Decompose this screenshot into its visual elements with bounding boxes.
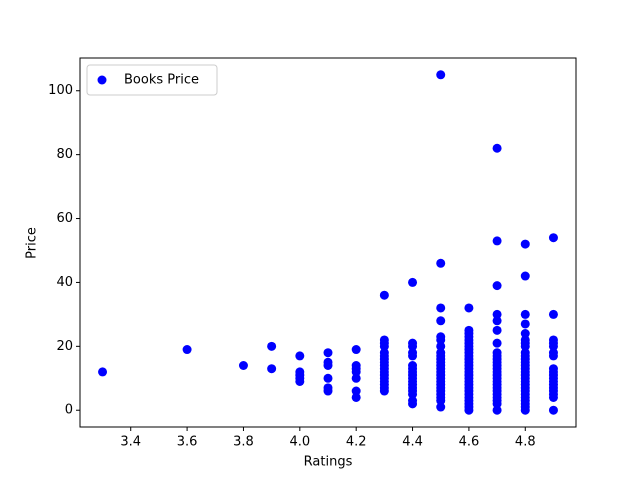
point: [295, 376, 305, 386]
point: [379, 386, 389, 396]
point: [464, 303, 474, 313]
y-tick-label: 40: [56, 275, 73, 290]
point: [520, 271, 530, 281]
point: [436, 303, 446, 313]
point: [492, 309, 502, 319]
point: [436, 402, 446, 412]
point: [295, 351, 305, 361]
x-tick-label: 3.8: [233, 435, 254, 450]
point: [548, 392, 558, 402]
point: [492, 281, 502, 291]
x-tick-label: 4.6: [459, 435, 480, 450]
point: [492, 236, 502, 246]
point: [492, 405, 502, 415]
x-axis-label: Ratings: [304, 455, 353, 470]
y-tick-label: 100: [48, 83, 73, 98]
point: [520, 309, 530, 319]
point: [408, 341, 418, 351]
point: [520, 329, 530, 339]
point: [323, 361, 333, 370]
point: [548, 341, 558, 351]
point: [436, 335, 446, 345]
point: [323, 373, 333, 383]
y-axis-label: Price: [25, 227, 40, 259]
point: [436, 396, 446, 406]
point: [351, 373, 361, 383]
point: [492, 399, 502, 409]
point: [238, 361, 248, 370]
y-tick-label: 0: [65, 403, 73, 418]
point: [323, 386, 333, 396]
y-tick-label: 80: [56, 147, 73, 162]
point: [520, 405, 530, 415]
x-tick-label: 3.6: [177, 435, 198, 450]
legend-box: [86, 64, 218, 96]
y-tick-label: 60: [56, 211, 73, 226]
point: [408, 389, 418, 399]
point: [492, 325, 502, 335]
point: [408, 277, 418, 287]
x-tick-label: 4.4: [402, 435, 423, 450]
point: [520, 239, 530, 249]
point: [267, 364, 277, 374]
point: [548, 405, 558, 415]
point: [98, 367, 108, 377]
point: [520, 319, 530, 329]
point: [267, 341, 277, 351]
x-tick-label: 3.4: [120, 435, 141, 450]
point: [436, 341, 446, 351]
plot-frame: [79, 57, 577, 428]
point: [436, 316, 446, 326]
point: [351, 345, 361, 355]
point: [436, 258, 446, 268]
point: [492, 143, 502, 153]
point: [520, 341, 530, 351]
x-tick-label: 4.2: [346, 435, 367, 450]
point: [492, 316, 502, 326]
legend-label: Books Price: [124, 73, 199, 88]
point: [351, 386, 361, 396]
point: [408, 351, 418, 361]
point: [379, 341, 389, 351]
point: [548, 351, 558, 361]
point: [323, 348, 333, 358]
point: [464, 405, 474, 415]
legend-marker: [97, 75, 107, 85]
y-tick-label: 20: [56, 339, 73, 354]
x-tick-label: 4.8: [515, 435, 536, 450]
point: [351, 367, 361, 377]
point: [548, 309, 558, 319]
point: [492, 338, 502, 348]
point: [379, 290, 389, 300]
point: [182, 345, 192, 355]
point: [408, 399, 418, 409]
point: [351, 392, 361, 402]
point: [548, 233, 558, 243]
point: [436, 70, 446, 80]
x-tick-label: 4.0: [289, 435, 310, 450]
